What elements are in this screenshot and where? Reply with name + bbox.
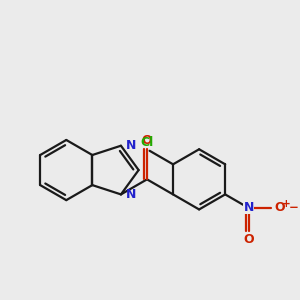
Text: N: N — [243, 201, 254, 214]
Text: +: + — [282, 200, 291, 209]
Text: −: − — [288, 201, 298, 214]
Text: O: O — [274, 201, 285, 214]
Text: N: N — [126, 188, 136, 201]
Text: Cl: Cl — [140, 136, 153, 148]
Text: O: O — [142, 134, 152, 147]
Text: N: N — [126, 139, 136, 152]
Text: O: O — [243, 233, 254, 246]
